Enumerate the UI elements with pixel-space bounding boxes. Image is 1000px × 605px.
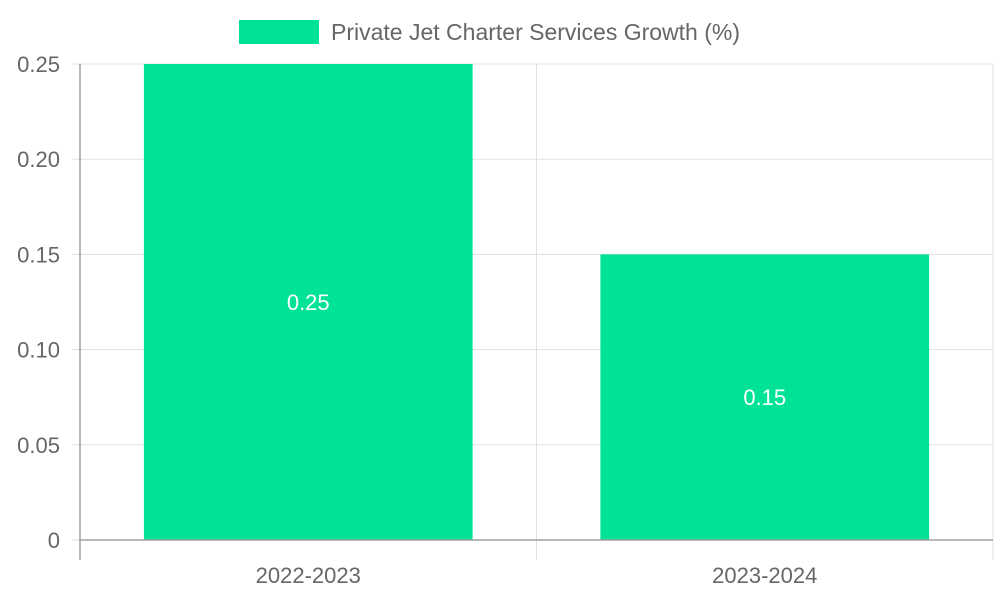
y-tick-label: 0.20 — [17, 147, 60, 172]
x-tick-label: 2023-2024 — [712, 563, 817, 588]
legend[interactable]: Private Jet Charter Services Growth (%) — [239, 19, 740, 45]
bar-data-label: 0.25 — [287, 290, 330, 315]
x-tick-label: 2022-2023 — [256, 563, 361, 588]
y-tick-label: 0.10 — [17, 338, 60, 363]
y-tick-label: 0.15 — [17, 242, 60, 267]
label-layer: 0 0.05 0.10 0.15 0.20 0.25 0.25 2022-2023 0.15 20… — [17, 52, 817, 588]
y-tick-label: 0 — [48, 528, 60, 553]
bar-data-label: 0.15 — [743, 385, 786, 410]
axis-layer — [72, 63, 993, 560]
y-tick-label: 0.05 — [17, 433, 60, 458]
legend-swatch[interactable] — [239, 20, 319, 44]
bar-2023-2024[interactable] — [600, 254, 930, 540]
legend-label[interactable]: Private Jet Charter Services Growth (%) — [331, 19, 740, 45]
y-tick-label: 0.25 — [17, 52, 60, 77]
bar-layer — [143, 64, 930, 540]
bar-2022-2023[interactable] — [143, 64, 473, 540]
